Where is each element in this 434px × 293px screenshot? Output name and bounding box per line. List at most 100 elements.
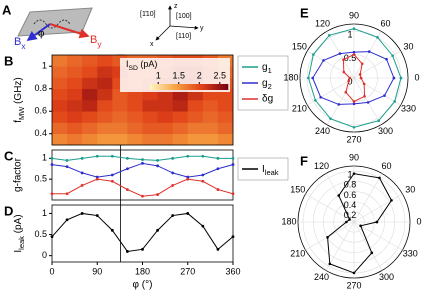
heatmap-cell	[52, 88, 68, 101]
colorbar-strip	[218, 84, 221, 90]
polar-point	[326, 235, 329, 239]
y-tick-label: 0.4	[34, 128, 47, 138]
y-tick-label: 0.8	[34, 83, 47, 93]
data-point	[110, 179, 114, 183]
data-point	[110, 228, 114, 232]
heatmap-cell	[142, 100, 158, 112]
data-point	[231, 163, 235, 166]
data-point	[186, 154, 190, 158]
heatmap-cell	[112, 133, 128, 146]
polar-ring	[343, 211, 365, 233]
heatmap-cell	[217, 133, 234, 146]
label-part: (GHz)	[13, 77, 24, 106]
colorbar-strip	[157, 84, 161, 90]
data-point	[126, 250, 129, 253]
data-point	[156, 228, 159, 232]
polar-spoke	[353, 173, 383, 223]
polar-point	[385, 57, 388, 61]
heatmap-cell	[142, 111, 158, 123]
data-point	[65, 218, 69, 222]
panel-letter: F	[300, 153, 308, 168]
polar-spoke	[353, 77, 401, 106]
heatmap-cell	[82, 88, 98, 101]
heatmap-cell	[172, 133, 189, 146]
data-point	[141, 158, 144, 161]
theta-tick-label: 300	[378, 126, 393, 136]
heatmap-cell	[82, 100, 98, 112]
heatmap-cell	[112, 111, 128, 123]
heatmap-cell	[202, 100, 219, 112]
colorbar-strip	[169, 84, 172, 90]
label-part: leak	[265, 168, 279, 177]
theta-tick-label: 210	[292, 103, 307, 113]
data-point	[126, 188, 129, 191]
data-point	[201, 154, 205, 158]
heatmap-cell	[202, 122, 219, 135]
heatmap-cell	[97, 55, 113, 67]
series-line	[52, 178, 234, 197]
heatmap-cell	[97, 122, 113, 135]
r-tick-label: 1	[347, 169, 352, 179]
heatmap-cell	[67, 122, 83, 135]
polar-point	[390, 199, 393, 202]
panel-a: A Bx By φ z [100] [1̄10] [110] y x	[2, 2, 204, 50]
data-point	[186, 175, 190, 179]
colorbar-strip	[155, 84, 159, 90]
theta-tick-label: 330	[401, 103, 416, 113]
heatmap-cell	[187, 122, 204, 135]
by-label: By	[90, 34, 102, 49]
label-part: 2	[268, 82, 272, 91]
polar-ring	[312, 180, 396, 264]
theta-tick-label: 90	[349, 152, 359, 162]
data-point	[141, 247, 144, 251]
theta-tick-label: 0	[414, 72, 419, 82]
polar-point	[352, 27, 356, 30]
heatmap-cell	[67, 133, 83, 146]
data-point	[80, 184, 84, 187]
polar-point	[352, 102, 356, 106]
colorbar-strip	[224, 84, 227, 90]
heatmap-cell	[157, 100, 173, 112]
polar-point	[399, 76, 403, 80]
label-part: (pA)	[138, 59, 158, 69]
plot-frame	[51, 149, 234, 201]
axis-x	[155, 25, 171, 41]
x-axis-label: φ (°)	[133, 280, 153, 291]
y-tick-label: 1	[42, 153, 47, 163]
heatmap-cell	[67, 100, 83, 112]
polar-point	[362, 82, 366, 86]
theta-tick-label: 270	[346, 134, 361, 144]
phi-label: φ	[38, 29, 45, 40]
axis-y-miller: [110]	[176, 33, 191, 40]
heatmap-cell	[82, 66, 98, 78]
polar-spoke	[307, 50, 355, 79]
polar-point	[342, 70, 346, 74]
heatmap-cell	[187, 88, 204, 101]
axis-x-label: x	[150, 41, 154, 48]
x-tick-label: 0	[49, 266, 54, 276]
colorbar-strip	[222, 84, 225, 90]
heatmap-cell	[52, 122, 68, 135]
bx-label: Bx	[14, 36, 26, 51]
data-point	[201, 179, 205, 183]
heatmap-cell	[52, 100, 68, 112]
polar-point	[344, 90, 348, 94]
colorbar-strip	[167, 84, 170, 90]
label-part: x	[21, 42, 26, 51]
colorbar-strip	[196, 84, 200, 90]
heatmap-cell	[127, 133, 143, 146]
heatmap-cell	[142, 88, 158, 101]
theta-tick-label: 180	[283, 72, 298, 82]
heatmap-cell	[97, 88, 113, 101]
polar-point	[352, 50, 356, 54]
heatmap-cell	[172, 122, 189, 135]
heatmap-cell	[82, 55, 98, 67]
x-tick-label: 270	[180, 266, 195, 276]
theta-tick-label: 300	[379, 272, 394, 282]
colorbar-strip	[159, 84, 162, 90]
polar-point	[367, 50, 371, 53]
r-tick-label: 0.5	[344, 53, 357, 63]
data-point	[110, 154, 114, 158]
colorbar-strip	[220, 84, 223, 90]
data-point	[50, 235, 54, 239]
